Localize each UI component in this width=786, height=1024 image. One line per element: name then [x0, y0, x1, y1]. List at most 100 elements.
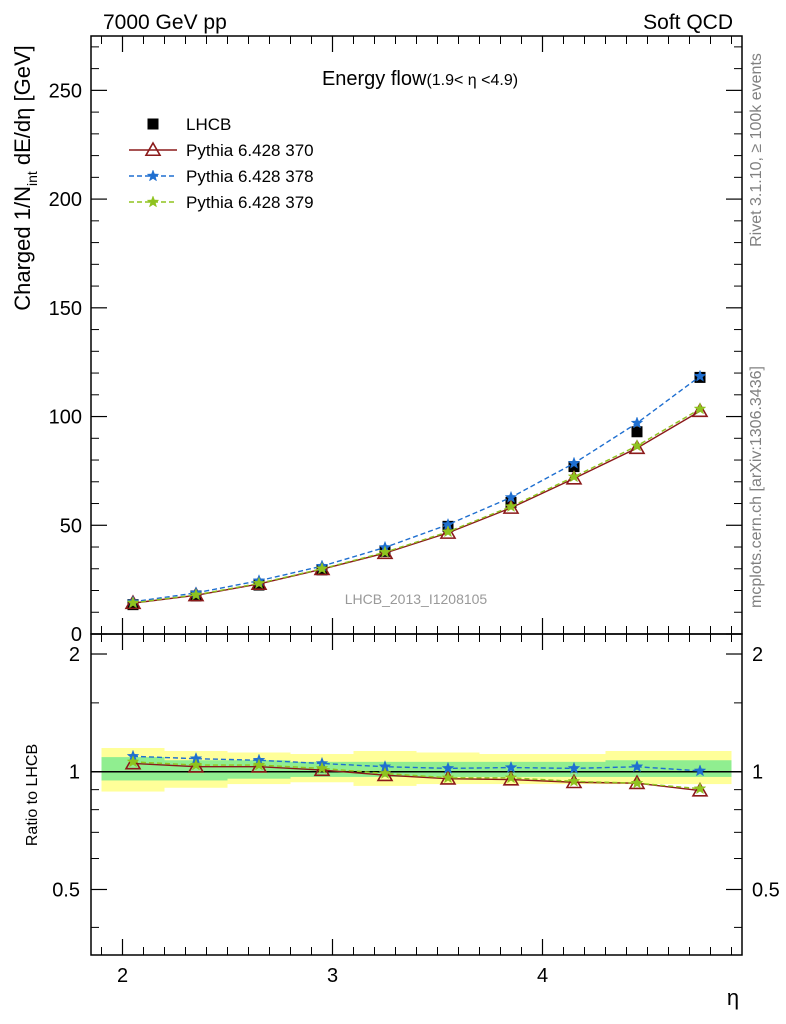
data-point: [187, 758, 205, 773]
data-point: [126, 596, 140, 609]
legend-label: LHCB: [186, 115, 231, 134]
series-line: [132, 755, 701, 772]
data-point: [630, 760, 644, 773]
series-0: [127, 371, 706, 611]
data-point: [693, 781, 707, 795]
main-title-text: Energy flow: [322, 68, 427, 90]
data-point: [504, 771, 518, 784]
ratio-panel: 0.5 0.5 1 1 2 2 2 3 4: [52, 633, 780, 987]
series-line: [132, 761, 701, 790]
data-point: [568, 461, 580, 473]
data-point: [439, 524, 457, 539]
ratio-y-tick-label: 2: [69, 644, 80, 666]
series-line: [132, 375, 701, 603]
rivet-label: Rivet 3.1.10, ≥ 100k events: [748, 53, 765, 247]
data-point: [376, 766, 394, 782]
ratio-y-tick-label-right: 1: [752, 762, 763, 784]
legend: LHCB Pythia 6.428 370 Pythia 6.428 378 Pyth…: [129, 115, 314, 212]
ratio-y-tick-label: 0.5: [52, 879, 80, 901]
header-left: 7000 GeV pp: [103, 11, 227, 34]
main-y-tick-label: 200: [49, 189, 82, 211]
legend-marker: [146, 195, 160, 208]
data-point: [691, 781, 709, 797]
series-line: [132, 408, 701, 604]
main-y-tick-label: 250: [49, 80, 82, 102]
data-point: [441, 525, 455, 538]
ratio-y-tick-label: 1: [69, 762, 80, 784]
data-point: [252, 576, 266, 589]
data-point: [567, 774, 581, 787]
ratio-y-ticks: 0.5 0.5 1 1 2 2: [52, 644, 780, 928]
data-point: [567, 761, 581, 774]
data-point: [502, 770, 520, 786]
main-panel: Energy flow(1.9< η <4.9) LHCB_2013_I1208…: [49, 35, 743, 646]
main-ylabel-main: Charged 1/N: [10, 186, 35, 311]
main-y-tick-label: 0: [71, 624, 82, 646]
main-ylabel-rest: dE/dη [GeV]: [10, 45, 35, 171]
series-3: [126, 402, 707, 609]
ratio-y-tick-label-right: 2: [752, 644, 763, 666]
data-point: [315, 562, 329, 575]
data-point: [693, 764, 707, 777]
x-axis-label: η: [727, 985, 739, 1010]
main-title: Energy flow(1.9< η <4.9): [322, 68, 518, 90]
data-point: [630, 776, 644, 789]
ratio-x-ticks: 2 3 4: [101, 634, 732, 987]
ratio-y-tick-label-right: 0.5: [752, 879, 780, 901]
ratio-frame: [90, 633, 743, 956]
header-right: Soft QCD: [643, 11, 733, 34]
legend-marker: [147, 118, 159, 130]
legend-marker: [144, 141, 162, 157]
data-point: [565, 469, 583, 485]
main-x-ticks: [101, 36, 732, 634]
data-point: [693, 402, 707, 415]
data-point: [189, 588, 203, 601]
ratio-ylabel: Ratio to LHCB: [24, 744, 41, 846]
legend-entry: Pythia 6.428 379: [129, 193, 314, 212]
data-point: [504, 760, 518, 773]
data-point: [441, 761, 455, 774]
x-tick-label: 3: [327, 965, 338, 987]
data-point: [567, 470, 581, 483]
series-1: [124, 402, 709, 610]
data-point: [126, 755, 140, 768]
legend-entry: Pythia 6.428 378: [129, 167, 314, 186]
ratio-band-inner: [227, 760, 291, 779]
data-point: [441, 771, 455, 784]
data-point: [693, 369, 707, 382]
data-point: [189, 758, 203, 771]
main-ylabel-sub: int: [24, 171, 40, 186]
main-y-tick-label: 150: [49, 298, 82, 320]
ratio-series: [124, 749, 709, 797]
main-y-tick-label: 100: [49, 407, 82, 429]
mcplots-label: mcplots.cern.ch [arXiv:1306.3436]: [748, 366, 765, 608]
main-ylabel: Charged 1/Nint dE/dη [GeV]: [10, 45, 40, 311]
data-point: [631, 426, 643, 438]
data-point: [504, 499, 518, 513]
data-point: [630, 416, 644, 429]
data-point: [630, 439, 644, 452]
main-y-tick-label: 50: [60, 515, 82, 537]
data-point: [628, 439, 646, 455]
series-2: [126, 755, 707, 795]
legend-label: Pythia 6.428 370: [186, 141, 314, 160]
watermark-label: LHCB_2013_I1208105: [345, 591, 488, 607]
main-title-sub: (1.9< η <4.9): [426, 72, 518, 89]
legend-label: Pythia 6.428 379: [186, 193, 314, 212]
data-point: [252, 758, 266, 771]
legend-entry: Pythia 6.428 370: [129, 141, 314, 160]
legend-entry: LHCB: [147, 115, 231, 134]
data-point: [315, 761, 329, 774]
data-point: [567, 456, 581, 469]
legend-label: Pythia 6.428 378: [186, 167, 314, 186]
series-2: [126, 369, 707, 608]
data-point: [502, 499, 520, 514]
data-point: [378, 766, 392, 779]
main-y-ticks: 0 50 100 150 200 250: [49, 46, 742, 646]
legend-marker: [146, 169, 160, 182]
x-tick-label: 2: [117, 965, 128, 987]
data-point: [378, 545, 392, 558]
main-series: [124, 369, 709, 611]
x-tick-label: 4: [537, 965, 548, 987]
